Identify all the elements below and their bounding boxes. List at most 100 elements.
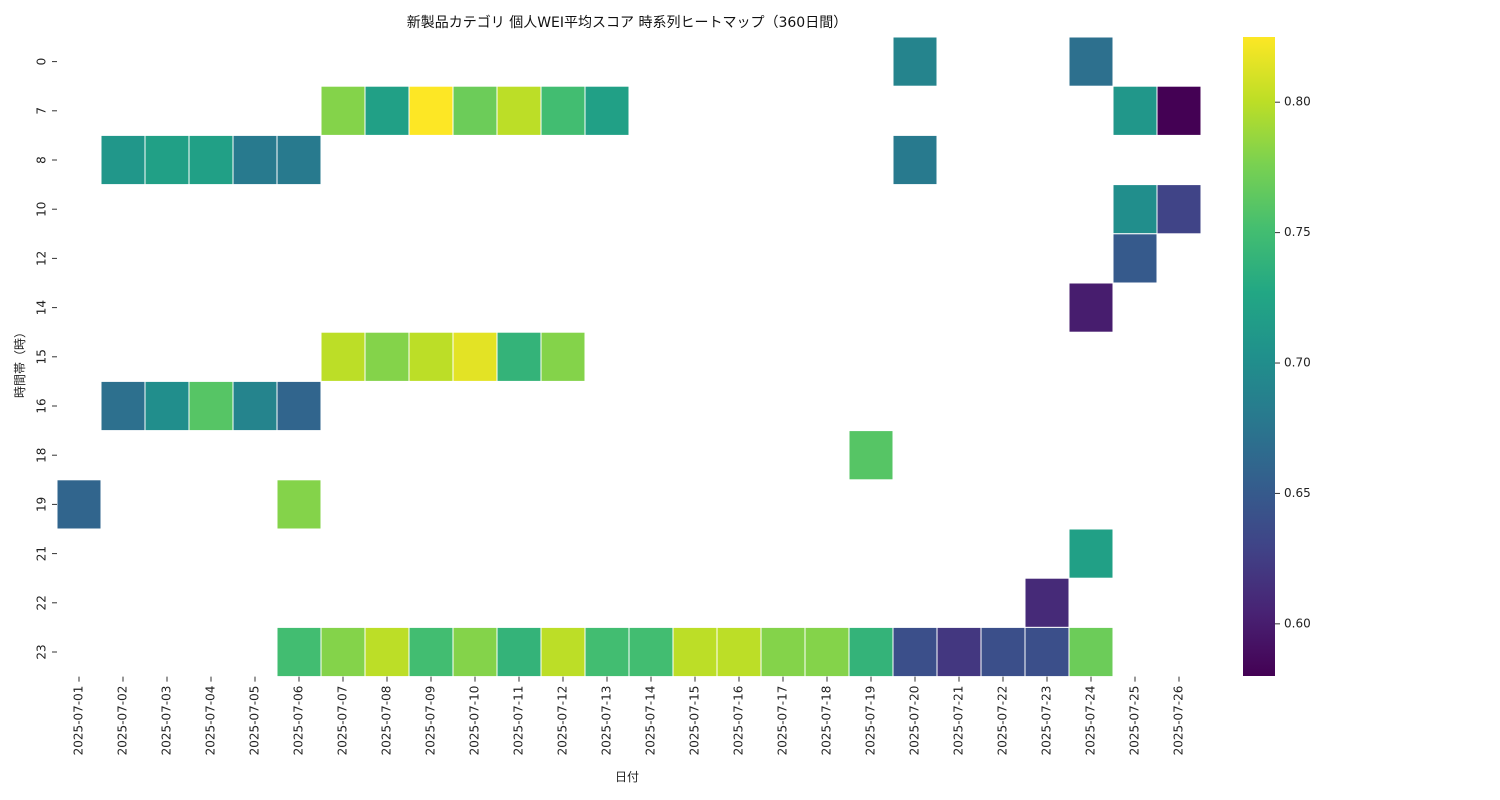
y-tick-label: 18 [35,448,49,463]
heatmap-cell [540,626,586,678]
heatmap-cell [1156,85,1202,136]
heatmap-cell [1024,626,1070,678]
x-axis-label: 日付 [615,770,639,784]
heatmap-cell [1156,184,1202,235]
heatmap-cell [408,85,454,136]
x-tick-label: 2025-07-06 [292,686,306,756]
y-tick-label: 16 [35,398,49,413]
heatmap-cell [276,134,322,186]
heatmap-cell [408,331,454,382]
y-tick-label: 21 [35,546,49,561]
heatmap-cell [100,380,146,432]
heatmap-cell [584,626,630,678]
heatmap-cell [364,85,410,136]
heatmap-cell [496,85,542,136]
heatmap-cell [628,626,674,678]
heatmap-cell [848,430,894,481]
heatmap-cell [144,380,190,432]
heatmap-cell [1112,233,1158,284]
heatmap-cell [936,626,982,678]
heatmap-cell [496,626,542,678]
heatmap-cell [496,331,542,382]
y-axis-ticks: 0 7 8 10 12 14 15 16 18 19 21 22 23 [35,58,57,660]
y-tick-label: 14 [35,300,49,315]
x-tick-label: 2025-07-08 [380,686,394,756]
heatmap-cell [1068,626,1114,678]
heatmap-cell [188,134,234,186]
x-tick-label: 2025-07-03 [160,686,174,756]
heatmap-cell [804,626,850,678]
heatmap-cell [1024,577,1070,628]
x-tick-label: 2025-07-18 [820,686,834,756]
heatmap-cell [320,626,366,678]
x-tick-label: 2025-07-19 [864,686,878,756]
x-tick-label: 2025-07-25 [1128,686,1142,756]
heatmap-cell [1068,36,1114,87]
x-tick-label: 2025-07-21 [952,686,966,756]
heatmap-cell [452,626,498,678]
y-tick-label: 19 [35,497,49,512]
x-tick-label: 2025-07-02 [116,686,130,756]
y-tick-label: 15 [35,349,49,364]
x-tick-label: 2025-07-13 [600,686,614,756]
x-tick-label: 2025-07-16 [732,686,746,756]
heatmap-cell [540,85,586,136]
y-tick-label: 10 [35,202,49,217]
colorbar-tick-label: 0.65 [1284,486,1311,500]
x-tick-label: 2025-07-04 [204,686,218,756]
x-tick-label: 2025-07-15 [688,686,702,756]
x-tick-label: 2025-07-24 [1084,686,1098,756]
heatmap-cell [276,626,322,678]
y-tick-label: 22 [35,595,49,610]
heatmap-cell [892,36,938,87]
heatmap-cell [892,626,938,678]
colorbar-tick-label: 0.80 [1284,95,1311,109]
x-axis-ticks: 2025-07-01 2025-07-02 2025-07-03 2025-07-04… [72,676,1186,756]
chart-title: 新製品カテゴリ 個人WEI平均スコア 時系列ヒートマップ（360日間） [407,14,847,31]
heatmap-cell [364,626,410,678]
x-tick-label: 2025-07-22 [996,686,1010,756]
heatmap-cell [760,626,806,678]
heatmap-cell [584,85,630,136]
y-axis-label: 時間帯（時） [13,326,27,398]
heatmap-cell [408,626,454,678]
heatmap-cell [56,479,102,530]
y-tick-label: 12 [35,251,49,266]
heatmap-cell [1068,528,1114,579]
heatmap-cell [364,331,410,382]
heatmap-cell [320,331,366,382]
heatmap-cell [452,85,498,136]
y-tick-label: 23 [35,644,49,659]
x-tick-label: 2025-07-23 [1040,686,1054,756]
heatmap-cell [892,134,938,186]
y-tick-label: 8 [35,156,49,164]
heatmap-cell [452,331,498,382]
heatmap-cell [188,380,234,432]
heatmap-cell [716,626,762,678]
x-tick-label: 2025-07-17 [776,686,790,756]
x-tick-label: 2025-07-14 [644,686,658,756]
x-tick-label: 2025-07-01 [72,686,86,756]
heatmap-cell [320,85,366,136]
heatmap-cell [276,380,322,432]
colorbar-tick-label: 0.70 [1284,356,1311,370]
colorbar-tick-label: 0.75 [1284,225,1311,239]
heatmap-cell [100,134,146,186]
x-tick-label: 2025-07-11 [512,686,526,756]
heatmap-cell [232,134,278,186]
heatmap-cell [980,626,1026,678]
colorbar-tick-label: 0.60 [1284,616,1311,630]
colorbar-gradient [1243,37,1275,676]
heatmap-cell [1068,282,1114,333]
y-tick-label: 7 [35,107,49,115]
x-tick-label: 2025-07-10 [468,686,482,756]
x-tick-label: 2025-07-09 [424,686,438,756]
heatmap-cell [1112,184,1158,235]
heatmap-cell [276,479,322,530]
heatmap-cells [56,36,1202,678]
x-tick-label: 2025-07-05 [248,686,262,756]
heatmap-cell [672,626,718,678]
heatmap-cell [848,626,894,678]
